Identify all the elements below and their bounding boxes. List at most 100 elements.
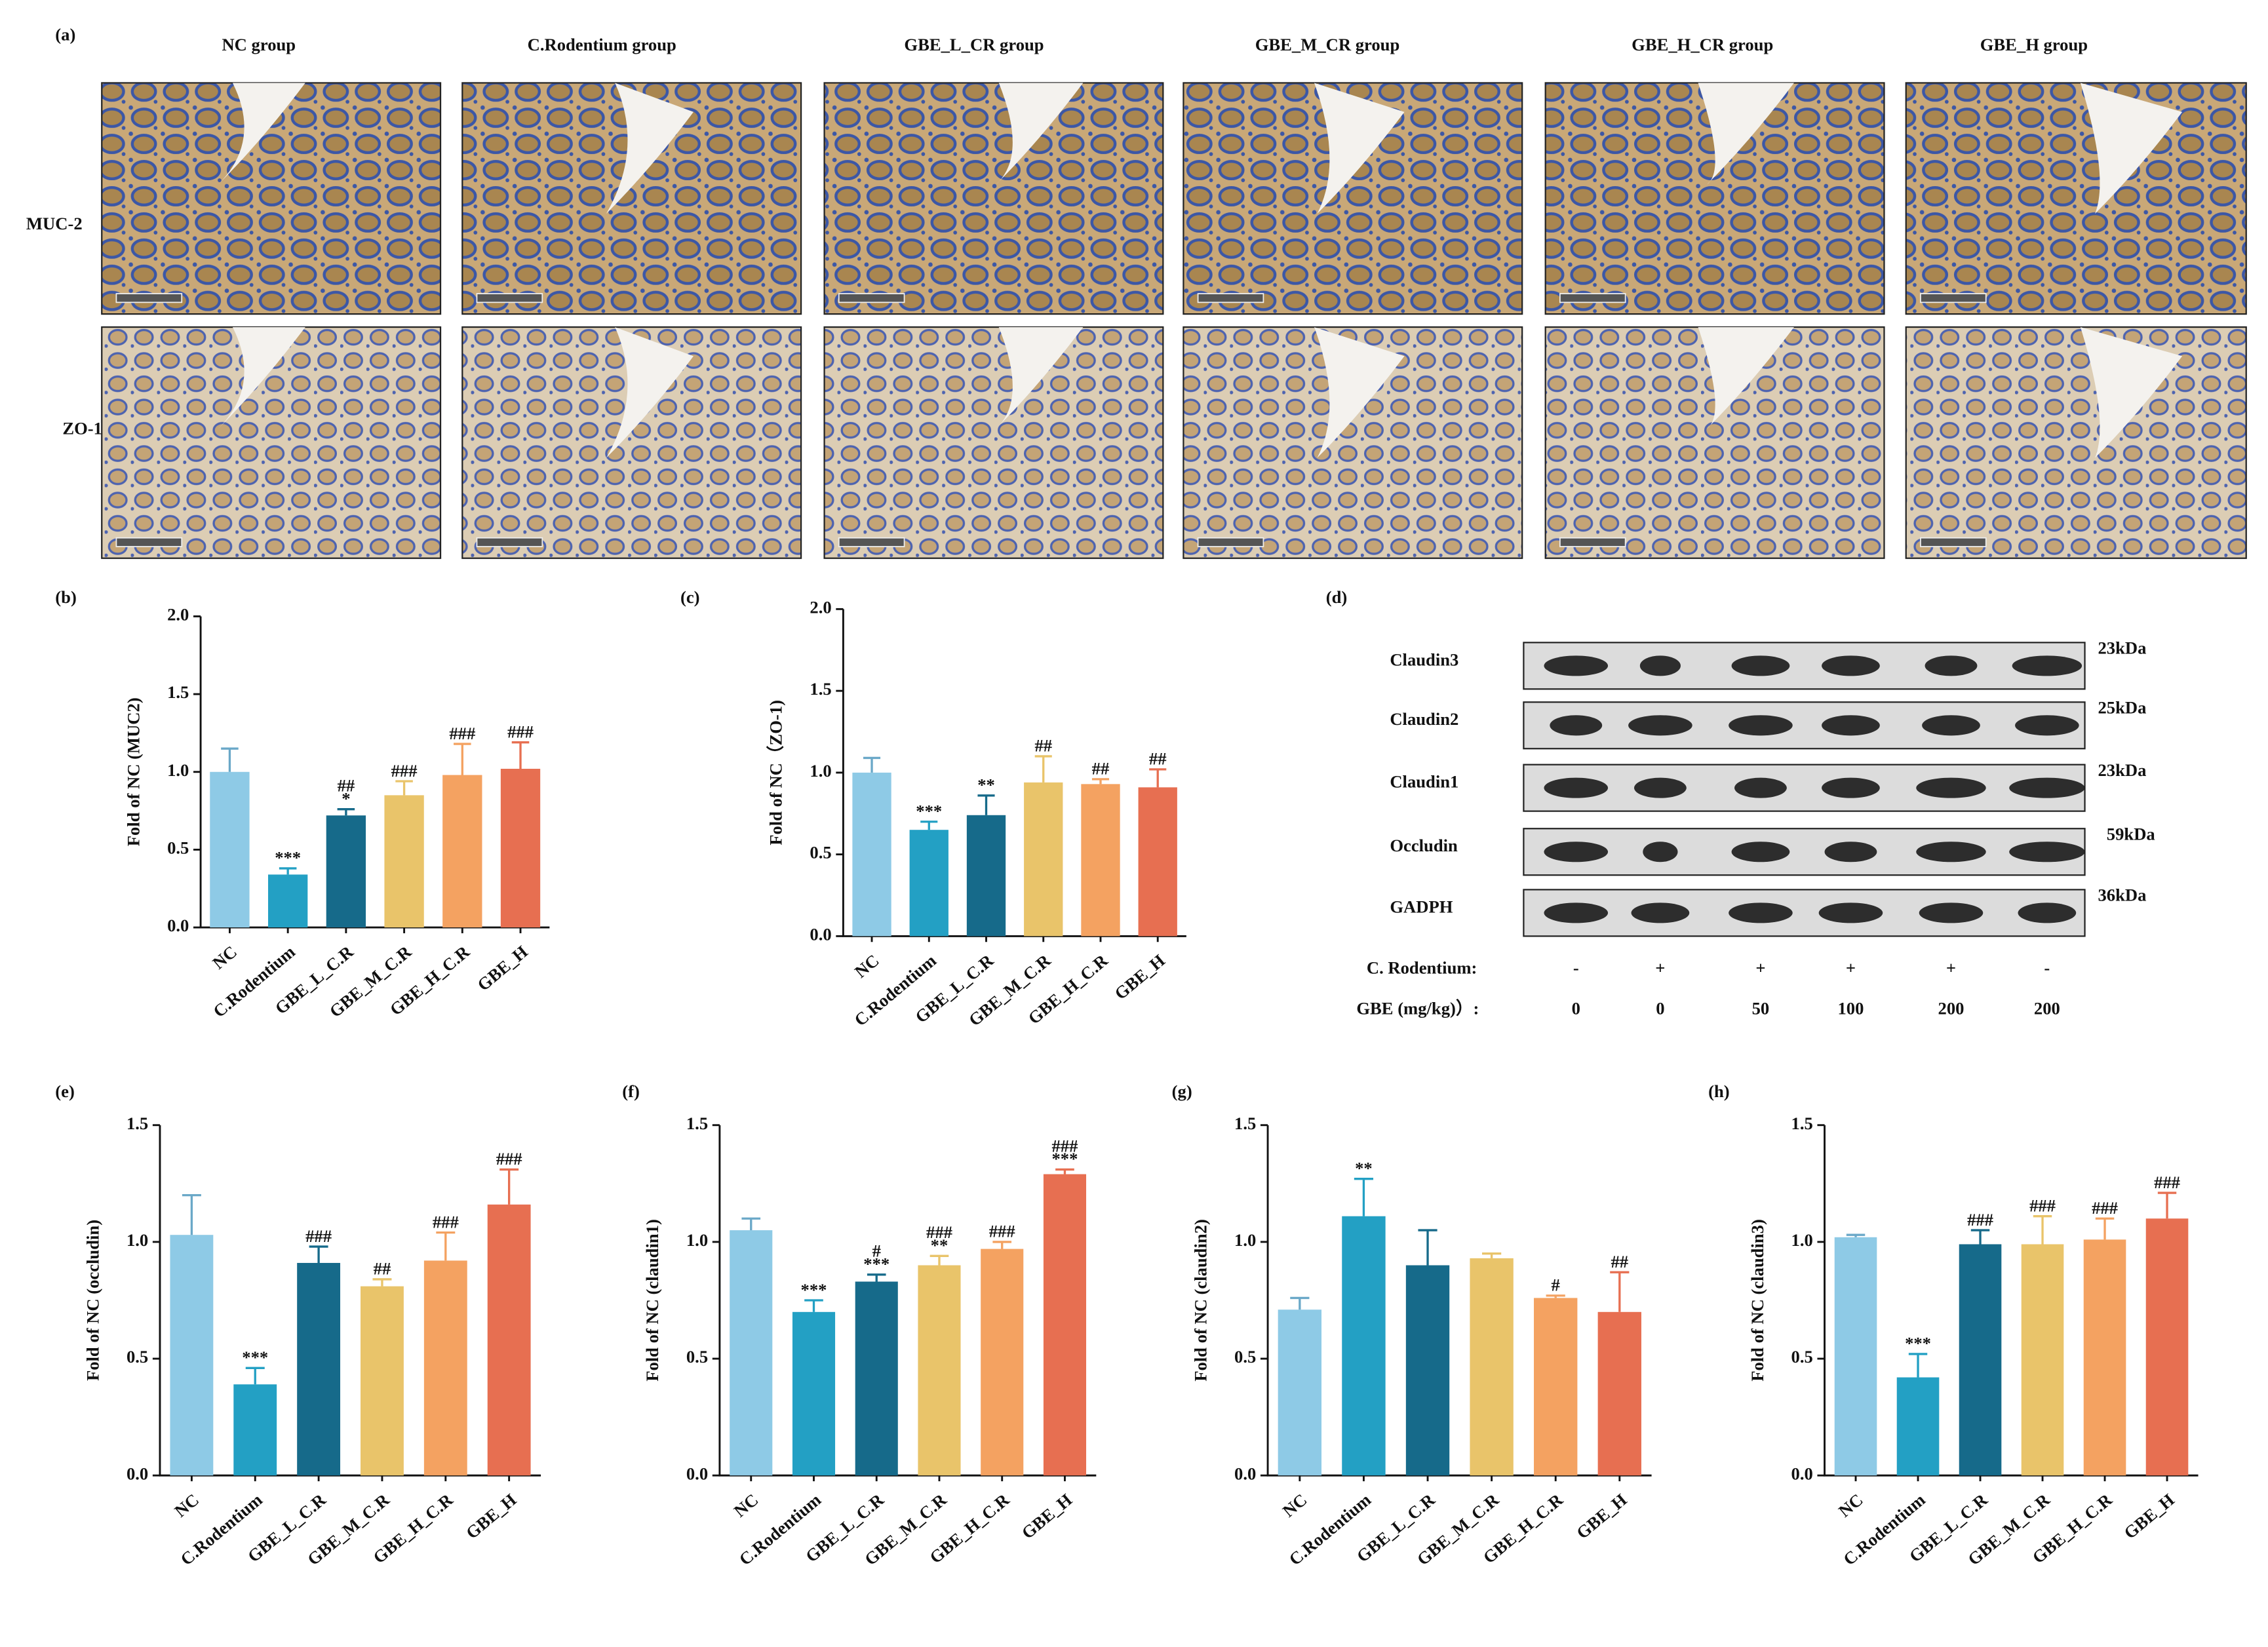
x-tick-label: GBE_H [473, 942, 532, 995]
group-header: GBE_M_CR group [1255, 35, 1400, 54]
error-bar [804, 1299, 823, 1312]
panel-label: (e) [55, 1081, 75, 1101]
bar [500, 769, 541, 928]
blot-band [2015, 715, 2079, 736]
bar [297, 1262, 341, 1476]
significance: *** [1052, 1149, 1078, 1169]
condition-value: 200 [1938, 999, 1965, 1018]
error-bar [337, 808, 355, 816]
bar [487, 1204, 531, 1476]
y-tick-label: 2.0 [167, 605, 189, 625]
significance: # [872, 1241, 881, 1261]
significance: ** [977, 775, 995, 795]
y-tick-label: 1.0 [1234, 1230, 1256, 1250]
axis [1266, 1125, 1652, 1477]
panel-label: (d) [1326, 587, 1348, 607]
blot-band [1633, 777, 1687, 798]
scale-bar [1197, 293, 1264, 303]
scale-bar [476, 537, 543, 547]
error-bar [867, 1273, 886, 1282]
significance: ### [2154, 1172, 2180, 1192]
y-tick-label: 0.5 [1791, 1347, 1813, 1366]
error-bar [395, 780, 413, 796]
kda-label: 36kDa [2098, 885, 2147, 905]
y-axis-label: Fold of NC（ZO-1) [766, 700, 786, 845]
blot-band [1922, 715, 1980, 736]
blot-band [1643, 842, 1678, 862]
significance: *** [1905, 1334, 1931, 1353]
significance: ### [1052, 1136, 1078, 1155]
blot-band [1916, 777, 1986, 798]
error-bar [245, 1366, 265, 1385]
significance: ** [1355, 1158, 1373, 1178]
scale-bar [115, 293, 183, 303]
bar [1278, 1309, 1322, 1476]
bar [1597, 1311, 1641, 1476]
blot-band [2009, 777, 2085, 798]
y-tick-label: 1.5 [686, 1114, 708, 1133]
bar [1342, 1216, 1386, 1476]
blot-strip [1523, 889, 2086, 937]
bar [1470, 1258, 1514, 1476]
tissue-lumen [218, 83, 305, 185]
blot-band [2009, 842, 2085, 862]
error-bar [372, 1278, 392, 1287]
x-tick-label: NC [1835, 1490, 1867, 1521]
group-header: C.Rodentium group [528, 35, 676, 54]
bar [1024, 782, 1063, 937]
blot-band [1550, 715, 1603, 736]
significance: ### [989, 1222, 1015, 1241]
error-bar [511, 741, 530, 769]
bar [1043, 1174, 1087, 1476]
axis [842, 609, 1186, 937]
kda-label: 23kDa [2098, 638, 2147, 658]
condition-value: - [1573, 958, 1579, 978]
significance: ### [926, 1222, 952, 1242]
micrograph [1905, 82, 2247, 315]
significance: ### [2092, 1198, 2118, 1218]
condition-label: C. Rodentium: [1367, 958, 1477, 978]
panel-label: (h) [1708, 1081, 1730, 1101]
bar [326, 815, 366, 928]
scale-bar [115, 537, 183, 547]
x-tick-label: NC [1279, 1490, 1311, 1521]
y-tick-label: 0.0 [167, 916, 189, 935]
y-tick-label: 1.0 [1791, 1230, 1813, 1250]
bar [361, 1286, 404, 1476]
bar [384, 795, 424, 928]
y-tick-label: 1.0 [810, 761, 831, 781]
scale-bar [1559, 537, 1626, 547]
error-bar [454, 743, 471, 775]
y-tick-label: 1.5 [1791, 1114, 1813, 1133]
bar [918, 1265, 961, 1476]
scale-bar [1197, 537, 1264, 547]
significance: # [1552, 1275, 1560, 1295]
significance: ### [496, 1149, 522, 1169]
tissue-lumen [218, 327, 305, 429]
significance: ### [2029, 1196, 2056, 1216]
y-tick-label: 1.0 [686, 1230, 708, 1250]
bar [1834, 1237, 1877, 1476]
condition-value: 0 [1572, 999, 1580, 1018]
error-bar [436, 1231, 456, 1261]
error-bar [1354, 1178, 1374, 1216]
protein-label: Claudin3 [1390, 649, 1458, 669]
significance: ## [1149, 749, 1167, 769]
panel-label: (c) [680, 587, 700, 607]
y-axis-label: Fold of NC (claudin3) [1748, 1219, 1767, 1382]
kda-label: 23kDa [2098, 760, 2147, 780]
axis [199, 616, 550, 929]
condition-label: GBE (mg/kg)）: [1356, 999, 1479, 1018]
bar [233, 1384, 277, 1476]
blot-band [2018, 902, 2077, 923]
y-tick-label: 1.0 [167, 760, 189, 780]
significance: ### [507, 722, 534, 741]
y-tick-label: 0.5 [167, 838, 189, 858]
significance: ### [391, 761, 418, 781]
blot-band [1544, 655, 1609, 676]
error-bar [1091, 778, 1110, 785]
bar [730, 1230, 773, 1476]
tissue-lumen [1698, 83, 1794, 185]
x-tick-label: GBE_H [1110, 950, 1169, 1003]
